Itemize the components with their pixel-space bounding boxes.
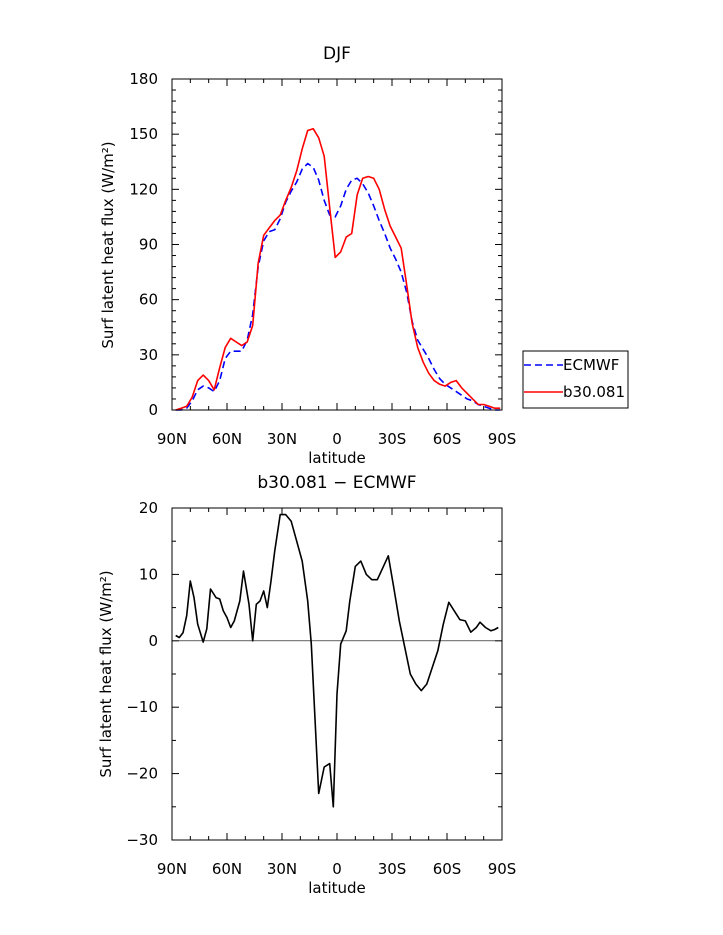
y-tick-label: 0 bbox=[148, 401, 158, 419]
x-tick-label: 90S bbox=[488, 430, 517, 448]
x-tick-label: 30N bbox=[267, 430, 297, 448]
top-chart-x-tick-labels: 90N 60N 30N 0 30S 60S 90S bbox=[157, 430, 516, 448]
x-tick-label: 90S bbox=[488, 860, 517, 878]
bottom-chart-series bbox=[175, 513, 499, 808]
y-tick-label: 60 bbox=[139, 291, 158, 309]
bottom-chart: b30.081 − ECMWF 90N 60N 30N 0 30S 60S 90S −30−… bbox=[97, 473, 516, 897]
series-line-difference bbox=[175, 513, 499, 808]
bottom-chart-y-axis-title: Surf latent heat flux (W/m²) bbox=[97, 570, 115, 777]
y-tick-label: 0 bbox=[148, 632, 158, 650]
y-tick-label: 30 bbox=[139, 346, 158, 364]
y-tick-label: 10 bbox=[139, 565, 158, 583]
y-tick-label: −20 bbox=[126, 765, 158, 783]
x-tick-label: 0 bbox=[332, 430, 342, 448]
series-line-b30081 bbox=[175, 127, 501, 411]
top-chart-frame bbox=[171, 78, 503, 411]
x-tick-label: 90N bbox=[157, 860, 187, 878]
x-tick-label: 60S bbox=[433, 860, 462, 878]
top-chart: DJF 90N 60N 30N 0 30S 60S 90S 0 30 60 90 120 150 180… bbox=[99, 44, 629, 467]
x-tick-label: 60S bbox=[433, 430, 462, 448]
x-tick-label: 30N bbox=[267, 860, 297, 878]
bottom-chart-x-tick-labels: 90N 60N 30N 0 30S 60S 90S bbox=[157, 860, 516, 878]
bottom-chart-title: b30.081 − ECMWF bbox=[257, 473, 416, 493]
top-chart-title: DJF bbox=[323, 44, 351, 64]
x-tick-label: 90N bbox=[157, 430, 187, 448]
top-chart-legend: ECMWF b30.081 bbox=[522, 350, 629, 409]
bottom-chart-y-tick-labels: −30 −20 −10 0 10 20 bbox=[126, 499, 158, 849]
y-tick-label: 150 bbox=[129, 125, 158, 143]
bottom-chart-frame bbox=[171, 507, 503, 841]
x-tick-label: 30S bbox=[378, 860, 407, 878]
bottom-chart-x-axis-title: latitude bbox=[308, 879, 366, 897]
y-tick-label: −30 bbox=[126, 831, 158, 849]
legend-frame bbox=[522, 350, 629, 409]
x-tick-label: 60N bbox=[212, 860, 242, 878]
y-tick-label: 180 bbox=[129, 70, 158, 88]
series-line-ecmwf bbox=[175, 162, 501, 411]
x-tick-label: 30S bbox=[378, 430, 407, 448]
legend-ecmwf-label: ECMWF bbox=[563, 356, 619, 374]
top-chart-x-axis-title: latitude bbox=[308, 449, 366, 467]
y-tick-label: 20 bbox=[139, 499, 158, 517]
y-tick-label: 120 bbox=[129, 180, 158, 198]
legend-b30081-label: b30.081 bbox=[563, 383, 625, 401]
y-tick-label: 90 bbox=[139, 236, 158, 254]
top-chart-series bbox=[175, 127, 501, 411]
top-chart-y-tick-labels: 0 30 60 90 120 150 180 bbox=[129, 70, 158, 419]
x-tick-label: 60N bbox=[212, 430, 242, 448]
y-tick-label: −10 bbox=[126, 698, 158, 716]
top-chart-y-axis-title: Surf latent heat flux (W/m²) bbox=[99, 141, 117, 348]
bottom-chart-ticks bbox=[171, 507, 503, 841]
x-tick-label: 0 bbox=[332, 860, 342, 878]
